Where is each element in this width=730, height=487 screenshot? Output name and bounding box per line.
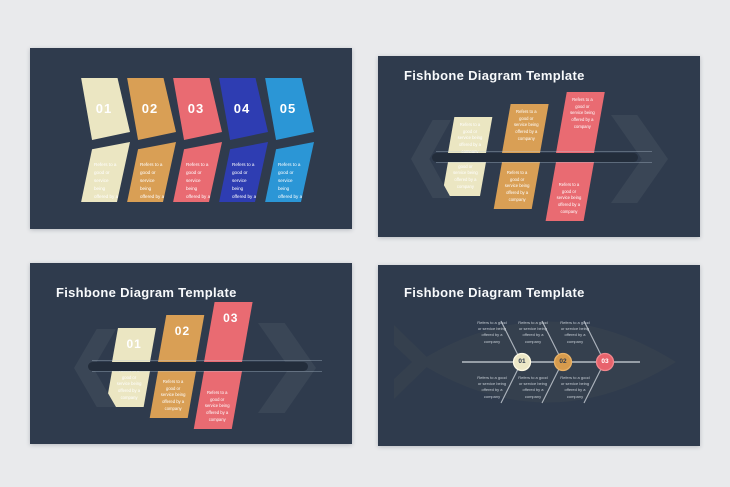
slide-title: Fishbone Diagram Template bbox=[404, 285, 585, 300]
step-5-description: Refers to a good or service being offere… bbox=[278, 162, 303, 208]
slide-thumbnail-fish-skeleton[interactable]: Fishbone Diagram Template 01 02 03 Refer… bbox=[378, 265, 700, 446]
rib-bottom-3: Refers to a good or service being offere… bbox=[193, 371, 242, 429]
step-5-number-shape: 05 bbox=[265, 78, 314, 140]
step-1-number-shape: 01 bbox=[81, 78, 130, 140]
rib-bottom-2-text: Refers to a good or service being offere… bbox=[504, 170, 529, 203]
step-4-number: 04 bbox=[233, 101, 251, 116]
fish-spine bbox=[432, 153, 638, 162]
step-2-number: 02 bbox=[141, 101, 159, 116]
fish-skeleton-graphic bbox=[394, 320, 676, 404]
node-1-circle bbox=[512, 352, 532, 372]
rib-top-2: 02 bbox=[158, 315, 205, 362]
node-2-number: 02 bbox=[559, 358, 567, 365]
step-5-text-shape: Refers to a good or service being offere… bbox=[265, 142, 314, 202]
rib-bottom-1-text: Refers to a good or service being offere… bbox=[116, 368, 141, 401]
spine-highlight-top bbox=[92, 360, 322, 361]
node-1-number: 01 bbox=[518, 358, 526, 365]
rib-3-number: 03 bbox=[223, 311, 239, 325]
step-3-description: Refers to a good or service being offere… bbox=[186, 162, 211, 208]
step-4-description: Refers to a good or service being offere… bbox=[232, 162, 257, 208]
rib-top-2: Refers to a good or service being offere… bbox=[502, 104, 549, 153]
rib-top-3: 03 bbox=[204, 302, 253, 362]
step-4: 04 Refers to a good or service being off… bbox=[216, 78, 268, 204]
step-3-number: 03 bbox=[187, 101, 205, 116]
step-1-description: Refers to a good or service being offere… bbox=[94, 162, 119, 208]
step-2: 02 Refers to a good or service being off… bbox=[124, 78, 176, 204]
rib-bottom-2: Refers to a good or service being offere… bbox=[149, 371, 196, 418]
step-5: 05 Refers to a good or service being off… bbox=[262, 78, 314, 204]
slide-thumbnail-fishbone-numbered[interactable]: Fishbone Diagram Template 01 02 03 Refer… bbox=[30, 263, 352, 444]
rib-1-number: 01 bbox=[126, 337, 142, 351]
node-2-top-text: Refers to a good or service being offere… bbox=[518, 320, 548, 344]
slide-thumbnail-fishbone-text[interactable]: Fishbone Diagram Template Refers to a go… bbox=[378, 56, 700, 237]
step-1-text-shape: Refers to a good or service being offere… bbox=[81, 142, 130, 202]
node-3-circle bbox=[595, 352, 615, 372]
node-1-top-text: Refers to a good or service being offere… bbox=[477, 320, 507, 344]
step-2-number-shape: 02 bbox=[127, 78, 176, 140]
node-2-circle bbox=[553, 352, 573, 372]
spine-highlight-top bbox=[436, 151, 652, 152]
node-3-bottom-text: Refers to a good or service being offere… bbox=[560, 375, 590, 399]
rib-bottom-3: Refers to a good or service being offere… bbox=[545, 162, 594, 221]
rib-bottom-3-text: Refers to a good or service being offere… bbox=[556, 182, 581, 215]
step-4-text-shape: Refers to a good or service being offere… bbox=[219, 142, 268, 202]
fish-spine bbox=[88, 362, 308, 371]
rib-bottom-1: Refers to a good or service being offere… bbox=[442, 157, 486, 196]
step-1: 01 Refers to a good or service being off… bbox=[78, 78, 130, 204]
rib-bottom-3-text: Refers to a good or service being offere… bbox=[204, 390, 229, 423]
rib-top-3-text: Refers to a good or service being offere… bbox=[569, 97, 595, 129]
step-1-number: 01 bbox=[95, 101, 113, 116]
rib-lines bbox=[500, 320, 602, 404]
node-2-bottom-text: Refers to a good or service being offere… bbox=[518, 375, 548, 399]
step-3-number-shape: 03 bbox=[173, 78, 222, 140]
rib-top-2-text: Refers to a good or service being offere… bbox=[513, 109, 539, 141]
rib-top-1: Refers to a good or service being offere… bbox=[448, 117, 493, 154]
fish-tail-silhouette bbox=[394, 325, 432, 399]
spine-highlight-bottom bbox=[92, 371, 322, 372]
slide-title: Fishbone Diagram Template bbox=[56, 285, 237, 300]
step-5-number: 05 bbox=[279, 101, 297, 116]
rib-2-number: 02 bbox=[174, 324, 191, 338]
spine-highlight-bottom bbox=[436, 162, 652, 163]
step-3: 03 Refers to a good or service being off… bbox=[170, 78, 222, 204]
slide-title: Fishbone Diagram Template bbox=[404, 68, 585, 83]
rib-top-1: 01 bbox=[112, 328, 156, 362]
rib-top-3: Refers to a good or service being offere… bbox=[556, 92, 605, 153]
node-1-bottom-text: Refers to a good or service being offere… bbox=[477, 375, 507, 399]
node-3-top-text: Refers to a good or service being offere… bbox=[560, 320, 590, 344]
step-4-number-shape: 04 bbox=[219, 78, 268, 140]
slide-thumbnail-chevron-steps[interactable]: 01 Refers to a good or service being off… bbox=[30, 48, 352, 229]
step-2-description: Refers to a good or service being offere… bbox=[140, 162, 165, 208]
node-3-number: 03 bbox=[601, 358, 609, 365]
rib-bottom-2-text: Refers to a good or service being offere… bbox=[160, 379, 185, 412]
rib-bottom-2: Refers to a good or service being offere… bbox=[493, 162, 540, 209]
step-3-text-shape: Refers to a good or service being offere… bbox=[173, 142, 222, 202]
step-2-text-shape: Refers to a good or service being offere… bbox=[127, 142, 176, 202]
